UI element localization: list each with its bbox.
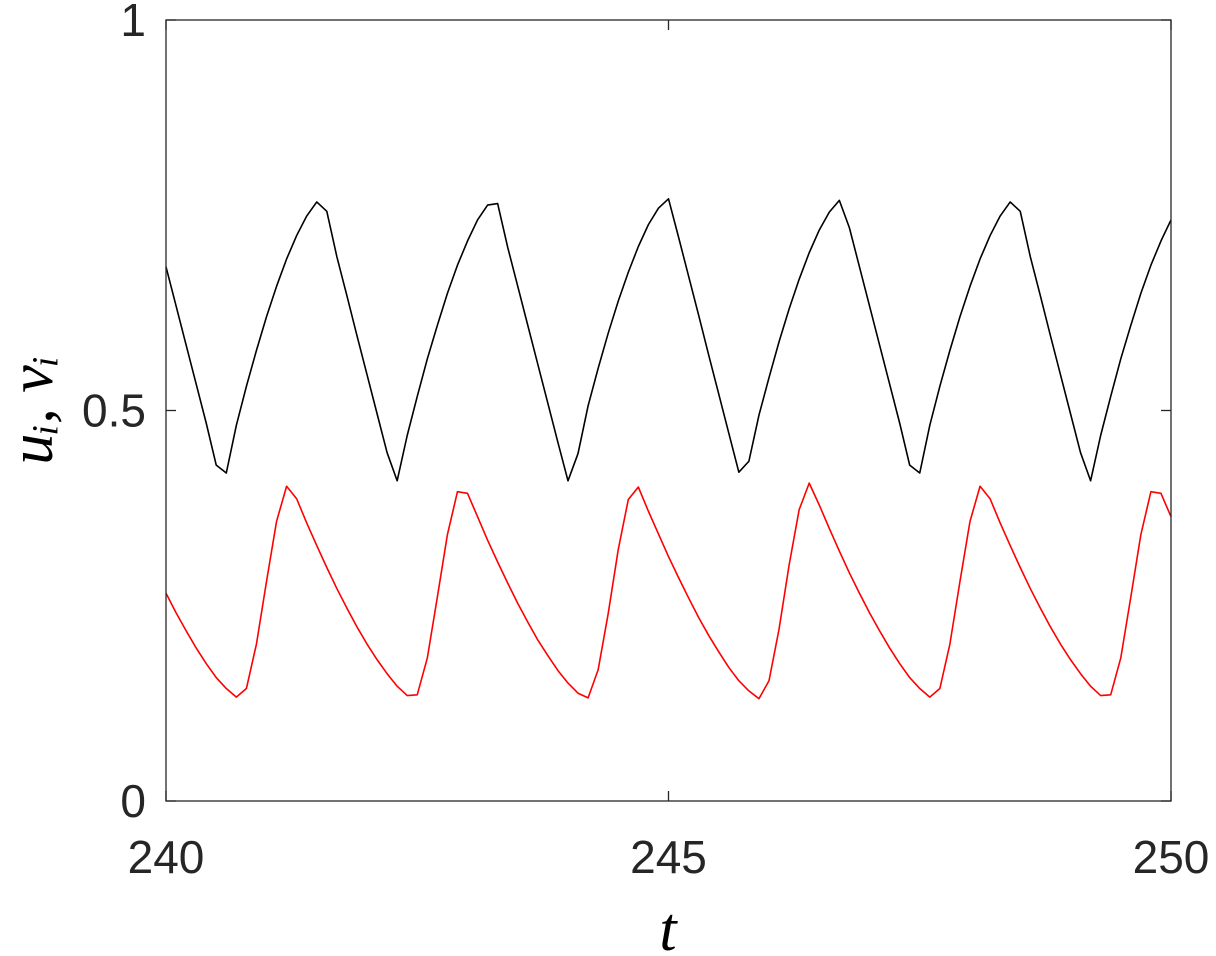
x-tick-label: 250 (1133, 831, 1210, 883)
data-line (165, 482, 1172, 700)
x-tick-label: 240 (128, 831, 205, 883)
y-tick-label: 0 (120, 775, 146, 827)
data-line (165, 198, 1172, 482)
y-tick-label: 0.5 (82, 385, 146, 437)
y-tick-label: 1 (120, 0, 146, 46)
x-tick-label: 245 (630, 831, 707, 883)
x-axis-label: t (659, 896, 678, 956)
y-axis-label: uᵢ, vᵢ (0, 355, 66, 464)
